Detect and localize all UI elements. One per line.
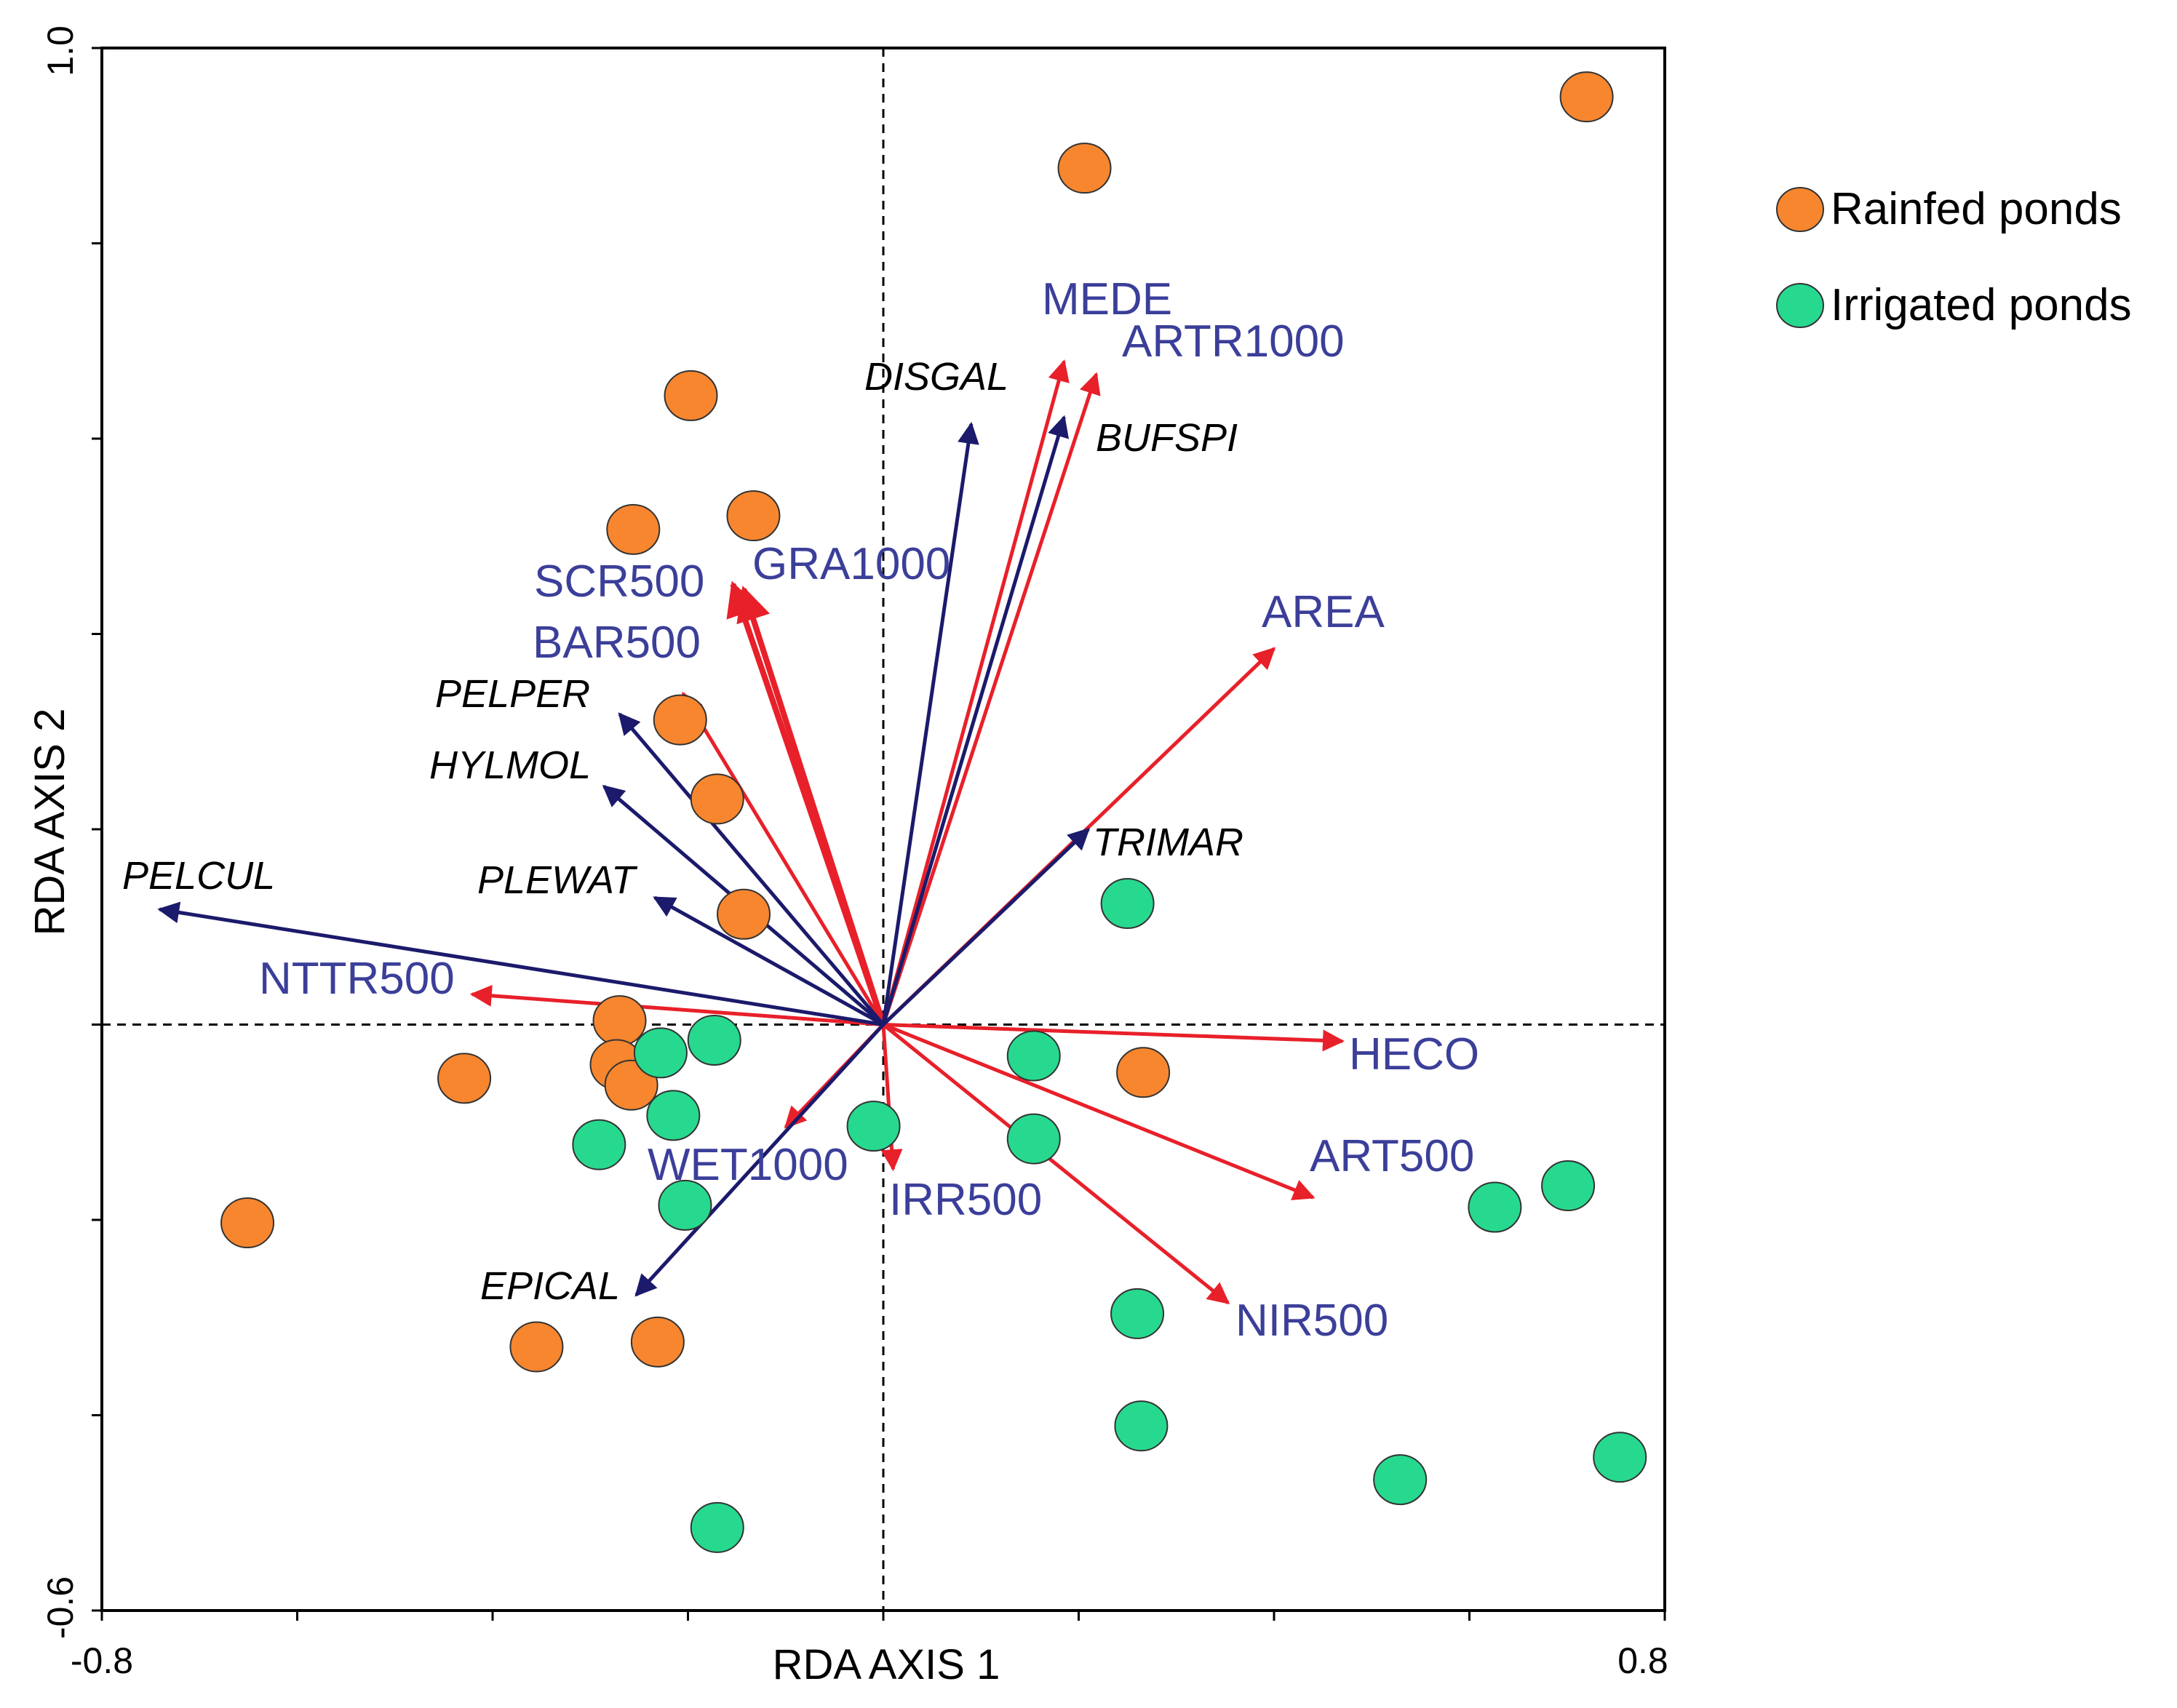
reference-lines <box>102 48 1665 1611</box>
irrigated-point-15 <box>690 1501 744 1553</box>
rainfed-point-4 <box>726 490 781 542</box>
rainfed-point-11 <box>437 1053 492 1104</box>
irrigated-point-6 <box>846 1101 901 1152</box>
rainfed-point-2 <box>664 370 718 421</box>
vector-epical <box>634 1023 885 1297</box>
rainfed-point-12 <box>1116 1047 1171 1098</box>
legend-marker-irrigated <box>1776 283 1824 328</box>
vector-label-scr500: SCR500 <box>534 556 704 607</box>
vector-art500 <box>883 1023 1316 1200</box>
vector-label-disgal: DISGAL <box>864 355 1008 399</box>
irrigated-point-10 <box>1541 1160 1596 1212</box>
irrigated-point-3 <box>1006 1030 1061 1082</box>
rainfed-point-3 <box>606 503 661 555</box>
vector-label-wet1000: WET1000 <box>648 1140 848 1190</box>
rainfed-point-7 <box>717 888 771 940</box>
x-axis-title: RDA AXIS 1 <box>773 1641 1000 1688</box>
y-tick-label-min: -0.6 <box>40 1576 81 1639</box>
vector-label-artr1000: ARTR1000 <box>1122 316 1345 367</box>
irrigated-point-7 <box>1006 1113 1061 1165</box>
vector-label-area: AREA <box>1262 587 1385 637</box>
rainfed-point-13 <box>220 1197 275 1249</box>
irrigated-point-9 <box>1468 1181 1522 1233</box>
vector-pelper <box>618 712 885 1026</box>
irrigated-point-8 <box>658 1179 712 1231</box>
vector-bar500 <box>681 691 885 1026</box>
vector-label-art500: ART500 <box>1310 1131 1474 1181</box>
vector-nttr500 <box>469 984 884 1026</box>
vector-gra1000 <box>736 586 886 1026</box>
vector-label-nttr500: NTTR500 <box>259 954 455 1004</box>
irrigated-point-13 <box>1373 1454 1428 1506</box>
vector-label-pelcul: PELCUL <box>122 854 275 898</box>
vector-plewat <box>653 895 885 1026</box>
rainfed-point-8 <box>592 995 647 1047</box>
site-points <box>220 71 1647 1553</box>
vector-trimar <box>882 827 1091 1026</box>
axis-ticks <box>92 47 1666 1621</box>
irrigated-point-12 <box>1114 1400 1169 1452</box>
rainfed-point-0 <box>1559 71 1614 123</box>
vector-label-hylmol: HYLMOL <box>429 743 591 787</box>
vector-label-bar500: BAR500 <box>533 618 701 668</box>
legend-label-irrigated: Irrigated ponds <box>1831 280 2132 330</box>
x-tick-label-max: 0.8 <box>1617 1640 1668 1681</box>
environmental-vectors <box>469 359 1345 1305</box>
irrigated-point-4 <box>646 1090 701 1141</box>
rainfed-point-14 <box>509 1321 564 1373</box>
irrigated-point-14 <box>1593 1432 1647 1483</box>
rainfed-point-15 <box>630 1316 685 1368</box>
vector-label-pelper: PELPER <box>435 672 590 716</box>
vector-label-bufspi: BUFSPI <box>1096 416 1238 460</box>
species-vectors <box>157 415 1091 1297</box>
legend-marker-rainfed <box>1776 187 1824 232</box>
irrigated-point-2 <box>687 1014 741 1066</box>
irrigated-point-5 <box>572 1119 626 1170</box>
irrigated-point-0 <box>1100 878 1155 930</box>
vector-mede <box>881 359 1070 1026</box>
vector-disgal <box>881 421 979 1025</box>
vector-artr1000 <box>881 372 1101 1026</box>
vector-label-mede: MEDE <box>1042 274 1172 324</box>
vector-pelcul <box>157 901 884 1026</box>
x-tick-label-min: -0.8 <box>71 1640 133 1681</box>
vector-label-irr500: IRR500 <box>889 1175 1042 1225</box>
vector-label-gra1000: GRA1000 <box>752 539 950 589</box>
y-axis-title: RDA AXIS 2 <box>26 709 73 936</box>
vector-nir500 <box>882 1023 1230 1305</box>
rainfed-point-1 <box>1057 143 1112 194</box>
vector-bufspi <box>881 415 1070 1026</box>
legend: Rainfed ponds Irrigated ponds <box>1776 184 2132 330</box>
legend-label-rainfed: Rainfed ponds <box>1831 184 2122 234</box>
irrigated-point-1 <box>633 1027 688 1079</box>
vector-label-plewat: PLEWAT <box>477 858 638 902</box>
vector-label-nir500: NIR500 <box>1235 1296 1388 1346</box>
vector-heco <box>883 1023 1345 1052</box>
rainfed-point-6 <box>690 773 744 825</box>
rainfed-point-5 <box>653 694 707 746</box>
vector-label-heco: HECO <box>1349 1029 1479 1080</box>
vector-label-epical: EPICAL <box>480 1264 620 1308</box>
irrigated-point-11 <box>1110 1288 1165 1339</box>
vector-label-trimar: TRIMAR <box>1093 821 1243 864</box>
y-tick-label-max: 1.0 <box>40 25 81 76</box>
